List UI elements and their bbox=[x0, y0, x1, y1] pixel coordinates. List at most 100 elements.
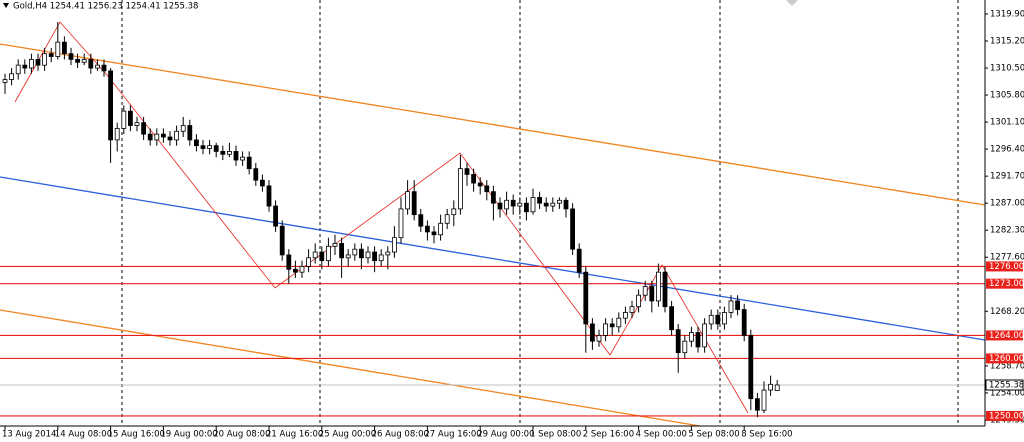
y-tick-label: 1277.60 bbox=[990, 253, 1024, 263]
candle-body bbox=[590, 323, 595, 342]
candle-body bbox=[741, 309, 747, 336]
y-tick-label: 1254.00 bbox=[990, 388, 1024, 398]
menu-arrow[interactable] bbox=[3, 3, 9, 8]
candle-body bbox=[457, 168, 463, 210]
candle-body bbox=[154, 133, 160, 141]
candle-body bbox=[576, 248, 582, 273]
candle-body bbox=[101, 64, 107, 72]
candle-body bbox=[253, 168, 259, 181]
candle-body bbox=[689, 332, 694, 342]
candle-body bbox=[339, 243, 345, 259]
x-tick-label: 13 Aug 2014 bbox=[2, 430, 56, 440]
candle-body bbox=[352, 248, 358, 256]
candle-body bbox=[372, 251, 378, 262]
levels bbox=[0, 265, 985, 417]
candle-body bbox=[299, 266, 305, 273]
candle-body bbox=[147, 133, 153, 141]
candle-body bbox=[95, 64, 100, 69]
candle-body bbox=[411, 191, 417, 216]
candles bbox=[2, 22, 780, 418]
candle-body bbox=[550, 202, 556, 207]
candle-body bbox=[543, 202, 549, 207]
candle-body bbox=[121, 110, 127, 129]
candle-body bbox=[563, 199, 569, 210]
candle-body bbox=[669, 306, 674, 331]
candle-body bbox=[497, 202, 503, 210]
y-tick-label: 1319.90 bbox=[990, 9, 1024, 19]
candle-body bbox=[22, 64, 28, 69]
candle-body bbox=[114, 128, 120, 141]
candle-body bbox=[484, 185, 490, 193]
candle-body bbox=[722, 312, 727, 325]
candle-body bbox=[240, 156, 246, 161]
chart-title: Gold,H4 1254.41 1256.23 1254.41 1255.38 bbox=[13, 2, 198, 12]
candle-body bbox=[160, 133, 166, 138]
candle-body bbox=[200, 145, 206, 149]
candle-body bbox=[629, 306, 635, 313]
candle-body bbox=[259, 179, 265, 187]
candle-body bbox=[603, 323, 608, 336]
y-tick-label: 1310.50 bbox=[990, 64, 1024, 74]
candle-body bbox=[358, 248, 364, 259]
axes: 1319.90 1315.20 1310.50 1305.80 1301.10 1296.… bbox=[2, 9, 1024, 439]
candle-body bbox=[134, 122, 140, 126]
candle-body bbox=[174, 130, 180, 141]
candle-body bbox=[471, 174, 477, 184]
candle-body bbox=[48, 53, 54, 57]
candle-body bbox=[570, 208, 575, 250]
trendline bbox=[0, 176, 986, 341]
channel-lower bbox=[0, 309, 701, 427]
candle-body bbox=[213, 145, 219, 152]
candle-body bbox=[2, 79, 8, 83]
y-tick-label: 1301.10 bbox=[990, 118, 1024, 128]
level-label: 1276.00 bbox=[989, 262, 1024, 272]
x-tick-label: 20 Aug 08:00 bbox=[213, 430, 270, 440]
y-tick-label: 1296.40 bbox=[990, 145, 1024, 155]
x-tick-label: 1 Sep 08:00 bbox=[530, 430, 581, 440]
candle-body bbox=[695, 332, 701, 348]
candle-body bbox=[127, 110, 133, 126]
candle-body bbox=[616, 317, 622, 328]
candle-body bbox=[656, 271, 661, 302]
candle-body bbox=[405, 191, 411, 210]
candle-body bbox=[623, 312, 628, 319]
candle-body bbox=[708, 314, 714, 325]
candle-body bbox=[75, 59, 80, 63]
candle-body bbox=[55, 41, 61, 57]
candle-body bbox=[424, 225, 430, 233]
candle-body bbox=[418, 214, 424, 227]
candle-body bbox=[345, 254, 351, 259]
candle-body bbox=[583, 271, 589, 325]
candle-body bbox=[233, 151, 239, 161]
candle-body bbox=[649, 286, 655, 302]
candle-body bbox=[220, 151, 226, 155]
level-label: 1250.00 bbox=[989, 411, 1024, 421]
zigzag bbox=[14, 21, 749, 414]
candle-body bbox=[141, 122, 147, 135]
candle-body bbox=[728, 300, 734, 313]
x-tick-label: 8 Sep 16:00 bbox=[741, 430, 792, 440]
candle-body bbox=[530, 197, 536, 213]
candle-body bbox=[768, 383, 773, 391]
candle-body bbox=[180, 125, 186, 132]
candle-body bbox=[167, 136, 173, 141]
candle-body bbox=[81, 59, 87, 63]
candle-body bbox=[504, 199, 510, 210]
candle-body bbox=[226, 151, 232, 155]
x-tick-label: 25 Aug 00:00 bbox=[319, 430, 376, 440]
candle-body bbox=[35, 59, 41, 66]
candle-body bbox=[68, 53, 74, 60]
candle-body bbox=[451, 208, 457, 216]
candle-body bbox=[682, 340, 688, 354]
candle-body bbox=[193, 139, 199, 147]
candle-body bbox=[266, 185, 272, 207]
last-price-box bbox=[985, 379, 1024, 391]
y-tick-label: 1287.00 bbox=[990, 199, 1024, 209]
candle-body bbox=[332, 243, 338, 247]
candle-body bbox=[636, 294, 641, 308]
candle-body bbox=[431, 231, 437, 236]
x-tick-label: 29 Aug 00:00 bbox=[477, 430, 534, 440]
x-tick-label: 26 Aug 08:00 bbox=[372, 430, 429, 440]
